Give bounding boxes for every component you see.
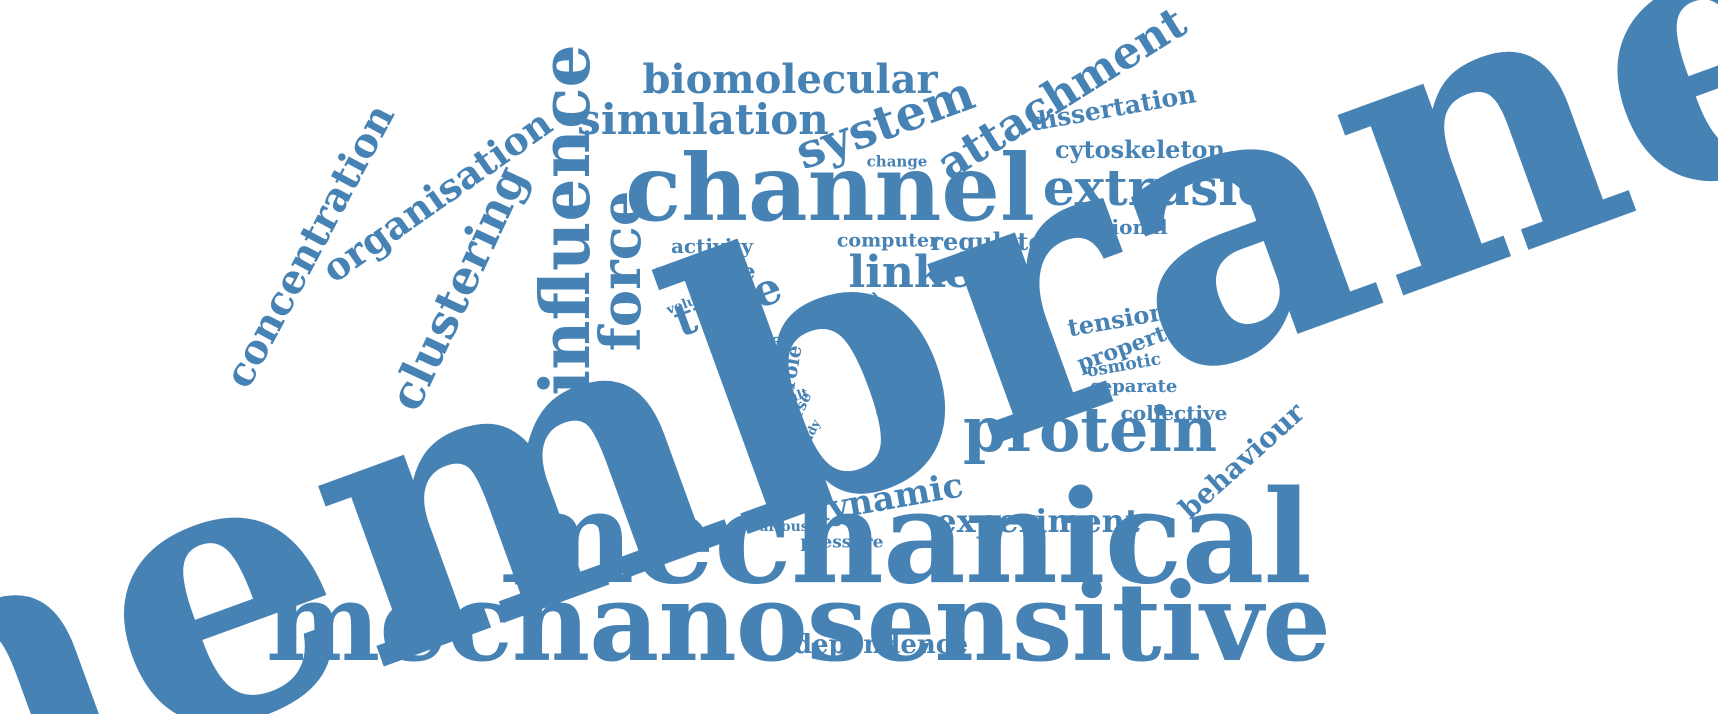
word-cell: cell — [868, 359, 918, 388]
word-change: change — [866, 152, 928, 171]
word-effect: effect — [864, 325, 906, 341]
word-separate: separate — [1090, 376, 1178, 397]
word-protein: protein — [962, 393, 1218, 466]
word-mechanical: mechanical — [499, 463, 1312, 613]
word-mechanosensitive: mechanosensitive — [265, 560, 1331, 686]
word-regulate: regulate — [930, 227, 1044, 256]
word-functional: functional — [1052, 215, 1168, 239]
word-collective: collective — [1120, 401, 1228, 425]
word-self: self — [859, 340, 897, 361]
word-computer: computer — [836, 229, 940, 252]
word-examine: examine — [652, 259, 756, 285]
word-ezrin: ezrin — [875, 388, 919, 407]
word-linker: linker — [848, 247, 996, 298]
word-experiment: experiment — [936, 502, 1140, 540]
word-various: various — [751, 519, 809, 535]
word-simulation: simulation — [577, 95, 829, 144]
word-model: model — [721, 328, 791, 352]
word-biomolecular: biomolecular — [642, 56, 938, 103]
word-channel: channel — [625, 134, 1035, 242]
word-force: force — [588, 190, 654, 352]
word-pressure: pressure — [800, 532, 884, 553]
word-cluster: cluster — [875, 404, 931, 420]
word-dependence: dependence — [793, 630, 969, 660]
word-bare: bare — [892, 347, 920, 361]
word-sense: sense — [882, 418, 920, 432]
word-activity: activity — [670, 234, 754, 258]
word-extrusion: extrusion — [1042, 158, 1308, 217]
word-cytoskeleton: cytoskeleton — [1055, 135, 1225, 164]
